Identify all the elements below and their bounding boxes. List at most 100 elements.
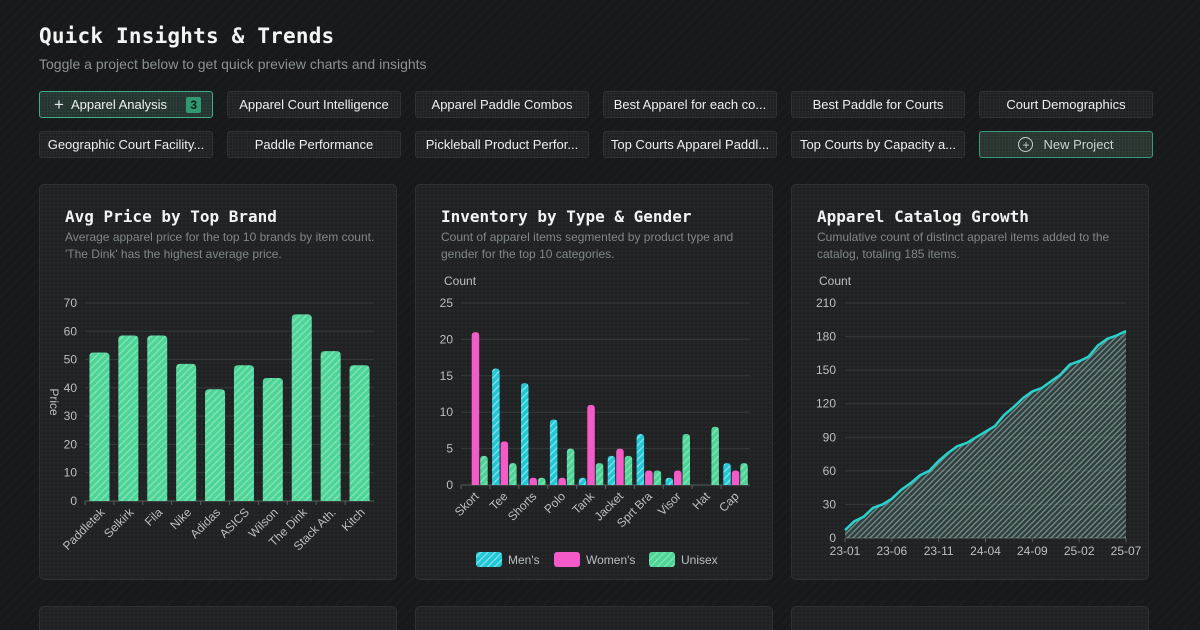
y-tick-label: 210	[816, 296, 836, 310]
area-chart-catalog-growth: Count 0 30 60 90 120 150 180 210 23-01 23-06 23-11 2…	[816, 274, 1142, 558]
y-axis-label: Price	[47, 388, 61, 416]
x-tick-label: Shorts	[505, 489, 539, 523]
y-tick-label: 20	[64, 437, 78, 451]
y-tick-label: 90	[823, 430, 837, 444]
count-badge: 3	[186, 96, 201, 113]
plus-icon: +	[54, 95, 64, 114]
legend-item: Women's	[554, 552, 635, 567]
x-tick-label: 23-01	[830, 544, 861, 558]
y-tick-label: 180	[816, 330, 836, 344]
y-tick-label: 50	[64, 353, 78, 367]
bar-womens	[587, 404, 595, 485]
y-tick-label: 10	[440, 405, 454, 419]
x-tick-label: Kitch	[339, 505, 368, 534]
bar	[320, 351, 341, 501]
new-project-label: New Project	[1043, 137, 1114, 152]
x-tick-label: Cap	[716, 489, 742, 515]
x-tick-label: Visor	[655, 489, 684, 518]
bar-unisex	[624, 455, 633, 485]
bar-womens	[500, 441, 509, 485]
y-tick-label: 15	[440, 369, 454, 383]
y-tick-label: 0	[70, 494, 77, 508]
chart-title: Avg Price by Top Brand	[65, 207, 277, 226]
bar	[147, 335, 168, 501]
page-title: Quick Insights & Trends	[39, 24, 335, 48]
y-tick-label: 5	[446, 442, 453, 456]
y-tick-label: 150	[816, 363, 836, 377]
series-line	[844, 329, 1127, 532]
project-apparel-analysis[interactable]: + Apparel Analysis 3	[39, 91, 213, 118]
bar	[89, 352, 110, 501]
y-tick-label: 0	[829, 531, 836, 545]
chart-title: Apparel Catalog Growth	[817, 207, 1029, 226]
legend-item: Unisex	[649, 552, 718, 567]
y-axis-label: Count	[444, 274, 477, 288]
bar-womens	[731, 470, 740, 485]
chart-description: Count of apparel items segmented by prod…	[441, 230, 734, 261]
project-top-courts-apparel-paddle[interactable]: Top Courts Apparel Paddl...	[603, 131, 777, 158]
chart-card-placeholder	[39, 606, 397, 630]
x-tick-label: 23-06	[876, 544, 907, 558]
y-tick-label: 70	[64, 296, 78, 310]
bar	[233, 365, 254, 501]
project-label: Top Courts by Capacity a...	[799, 137, 957, 152]
project-best-apparel[interactable]: Best Apparel for each co...	[603, 91, 777, 118]
y-tick-label: 30	[64, 409, 78, 423]
project-label: Pickleball Product Perfor...	[425, 137, 579, 152]
x-tick-label: 23-11	[924, 544, 954, 558]
y-tick-label: 30	[823, 497, 837, 511]
chart-title: Inventory by Type & Gender	[441, 207, 692, 226]
bar	[118, 335, 139, 501]
project-toggle-list: + Apparel Analysis 3 Apparel Court Intel…	[39, 91, 1153, 158]
project-pickleball-product-performance[interactable]: Pickleball Product Perfor...	[415, 131, 589, 158]
project-top-courts-capacity[interactable]: Top Courts by Capacity a...	[791, 131, 965, 158]
project-label: Top Courts Apparel Paddl...	[610, 137, 770, 152]
y-tick-label: 40	[64, 381, 78, 395]
bar-unisex	[740, 463, 748, 485]
x-tick-label: 25-07	[1111, 544, 1142, 558]
chart-card-placeholder	[415, 606, 773, 630]
x-tick-label: Selkirk	[101, 505, 137, 541]
bar-mens	[492, 368, 500, 485]
x-tick-label: Paddletek	[60, 505, 108, 553]
legend-swatch	[554, 552, 580, 567]
y-tick-label: 0	[446, 478, 453, 492]
chart-card-catalog-growth: Apparel Catalog Growth Cumulative count …	[791, 184, 1149, 580]
project-label: Geographic Court Facility...	[47, 137, 205, 152]
project-label: Best Paddle for Courts	[812, 97, 944, 112]
project-label: Apparel Paddle Combos	[431, 97, 573, 112]
project-best-paddle[interactable]: Best Paddle for Courts	[791, 91, 965, 118]
chart-card-avg-price: Avg Price by Top Brand Average apparel p…	[39, 184, 397, 580]
bar-mens	[723, 463, 731, 485]
bar	[176, 363, 197, 501]
legend-item: Men's	[476, 552, 540, 567]
project-court-demographics[interactable]: Court Demographics	[979, 91, 1153, 118]
bar-womens	[674, 470, 682, 485]
project-label: Best Apparel for each co...	[613, 97, 767, 112]
project-geographic-court-facility[interactable]: Geographic Court Facility...	[39, 131, 213, 158]
project-label: Paddle Performance	[254, 137, 374, 152]
new-project-button[interactable]: + New Project	[979, 131, 1153, 158]
x-tick-label: Skort	[452, 489, 482, 519]
legend-label: Men's	[508, 553, 540, 567]
x-tick-label: Polo	[541, 489, 568, 516]
bar-mens	[607, 455, 616, 485]
bar-womens	[558, 477, 566, 485]
project-label: Court Demographics	[1006, 97, 1126, 112]
bar-unisex	[595, 463, 604, 485]
project-paddle-performance[interactable]: Paddle Performance	[227, 131, 401, 158]
y-tick-label: 25	[440, 296, 454, 310]
chart-card-inventory: Inventory by Type & Gender Count of appa…	[415, 184, 773, 580]
bar	[205, 389, 226, 501]
project-label: Apparel Analysis	[70, 97, 168, 112]
bar-unisex	[711, 426, 719, 485]
project-label: Apparel Court Intelligence	[239, 97, 389, 112]
bar-unisex	[480, 455, 488, 485]
project-apparel-court-intelligence[interactable]: Apparel Court Intelligence	[227, 91, 401, 118]
x-tick-label: 24-04	[970, 544, 1001, 558]
y-tick-label: 120	[816, 397, 836, 411]
x-tick-label: 25-02	[1064, 544, 1095, 558]
project-apparel-paddle-combos[interactable]: Apparel Paddle Combos	[415, 91, 589, 118]
